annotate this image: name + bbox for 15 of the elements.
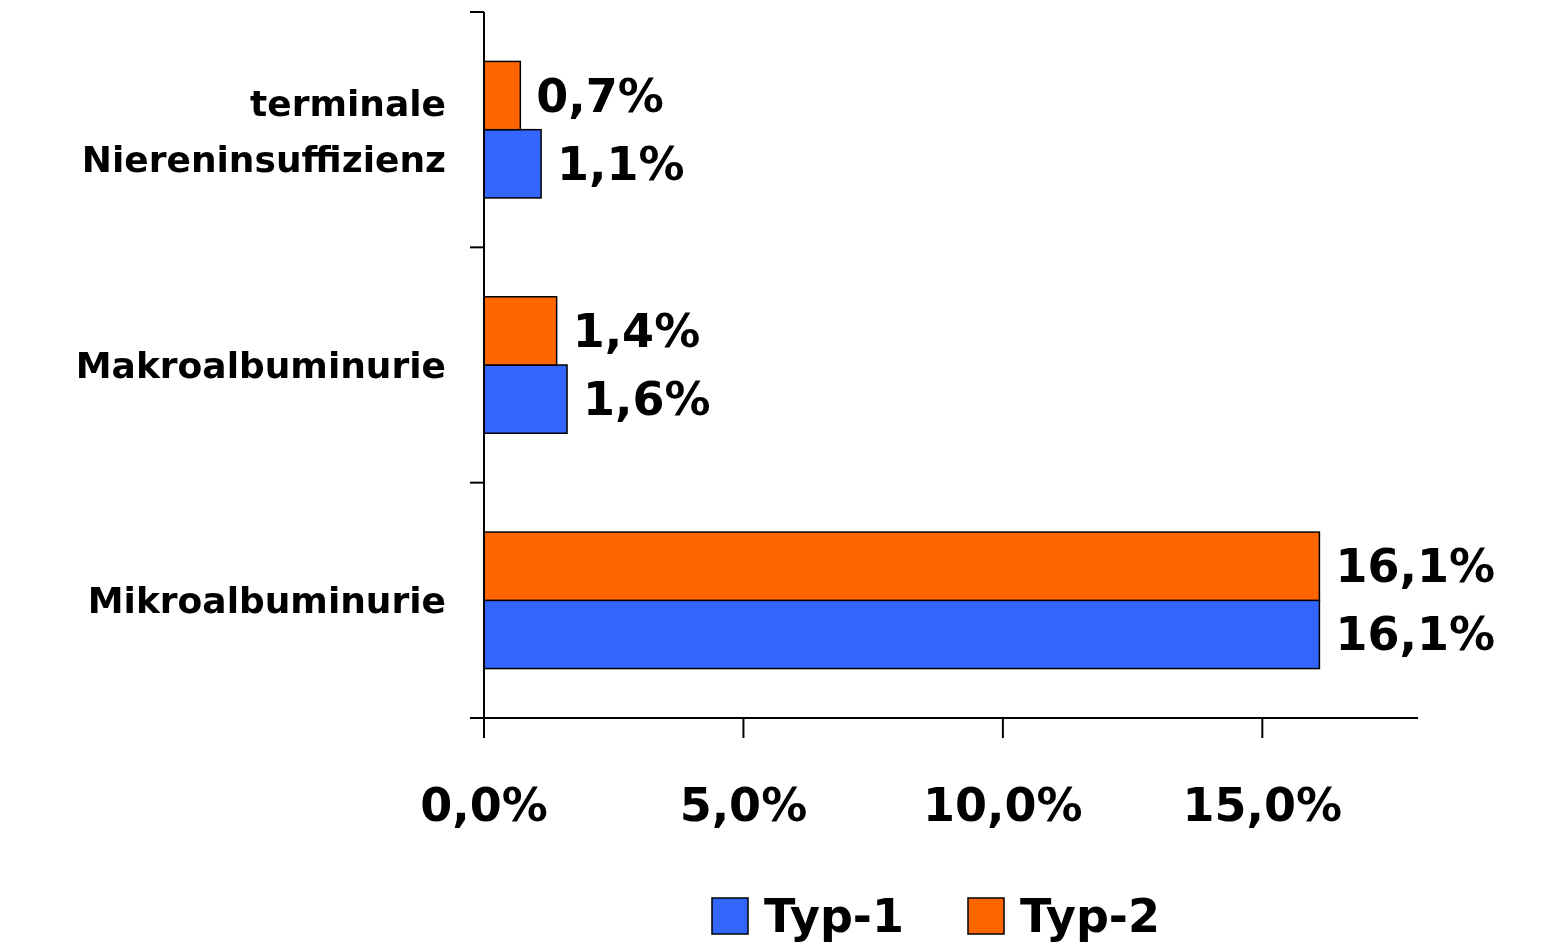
- x-tick-label: 15,0%: [1182, 778, 1343, 832]
- data-label: 1,4%: [572, 303, 701, 358]
- data-label: 1,1%: [557, 136, 685, 191]
- data-label: 16,1%: [1335, 539, 1495, 594]
- y-tick-label: terminale Niereninsuffizienz: [81, 82, 446, 180]
- y-tick-label: Makroalbuminurie: [75, 344, 446, 386]
- legend-label: Typ-1: [764, 889, 904, 943]
- data-label: 1,6%: [583, 372, 711, 427]
- x-tick-label: 0,0%: [420, 778, 548, 832]
- x-tick-label: 5,0%: [679, 778, 808, 832]
- y-tick-label: Mikroalbuminurie: [87, 579, 446, 621]
- legend-label: Typ-2: [1020, 889, 1160, 943]
- data-label: 0,7%: [536, 68, 664, 123]
- data-label: 16,1%: [1335, 607, 1495, 662]
- x-tick-label: 10,0%: [923, 778, 1083, 832]
